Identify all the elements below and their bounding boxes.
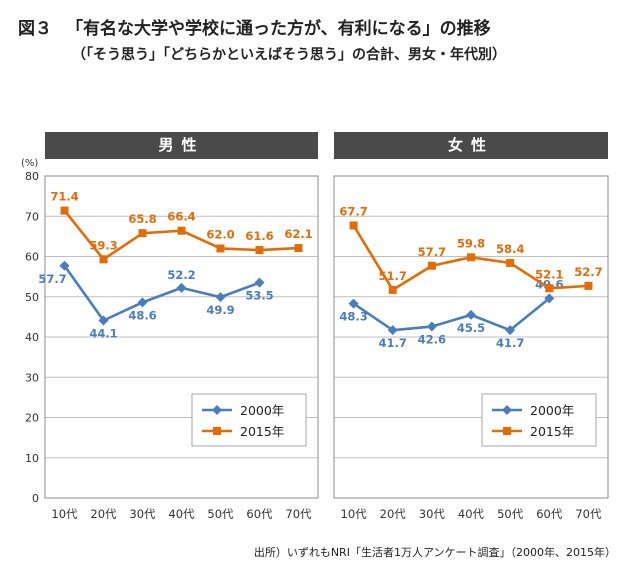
plot-area-border [333, 175, 609, 499]
data-point-square [216, 244, 225, 253]
data-point-square [584, 281, 593, 290]
x-tick-label: 10代 [341, 507, 368, 521]
data-point-square [177, 226, 186, 235]
data-label: 41.7 [496, 336, 524, 350]
figure-title-text: 「有名な大学や学校に通った方が、有利になる」の推移 [66, 19, 491, 39]
data-label: 62.0 [206, 227, 234, 241]
data-point-diamond [466, 309, 476, 320]
data-point-square [506, 258, 515, 267]
data-label: 67.7 [339, 205, 367, 219]
legend-label: 2015年 [240, 424, 284, 439]
data-label: 66.4 [167, 210, 195, 224]
x-tick-label: 40代 [458, 507, 485, 521]
legend-box [191, 393, 307, 447]
data-point-diamond [176, 282, 187, 293]
data-label: 57.7 [38, 272, 66, 286]
x-tick-label: 60代 [246, 507, 273, 521]
data-label: 49.9 [206, 303, 234, 317]
data-point-square [467, 253, 475, 262]
data-point-square [388, 285, 397, 294]
data-label: 53.5 [245, 289, 273, 303]
data-label: 61.6 [245, 229, 273, 243]
legend-label: 2015年 [530, 424, 574, 439]
y-tick-label: 40 [25, 331, 39, 344]
data-label: 41.7 [379, 336, 407, 350]
y-tick-label: 20 [25, 412, 39, 425]
legend-marker-diamond [502, 405, 512, 415]
data-point-diamond [137, 297, 148, 308]
data-label: 52.2 [167, 268, 195, 282]
data-label: 59.8 [457, 236, 485, 250]
data-point-diamond [98, 315, 109, 326]
y-axis-label: (%) [21, 158, 38, 169]
data-point-square [138, 229, 147, 238]
data-label: 45.5 [457, 321, 485, 335]
x-tick-label: 50代 [497, 507, 524, 521]
x-tick-label: 30代 [129, 507, 156, 521]
x-tick-label: 70代 [575, 507, 602, 521]
data-label: 42.6 [418, 333, 446, 347]
figure-subtitle: （「そう思う」「どちらかといえばそう思う」の合計、男女・年代別） [72, 47, 506, 63]
x-tick-label: 20代 [380, 507, 407, 521]
data-label: 71.4 [50, 190, 78, 204]
data-point-diamond [387, 325, 398, 336]
x-tick-label: 20代 [90, 507, 117, 521]
data-point-diamond [348, 298, 359, 309]
data-label: 59.3 [89, 238, 117, 252]
plot-area-border [44, 175, 319, 499]
y-tick-label: 0 [32, 492, 39, 505]
legend-marker-square [503, 427, 511, 435]
y-tick-label: 60 [25, 251, 39, 264]
data-label: 48.6 [128, 308, 156, 322]
data-point-square [60, 206, 69, 215]
data-point-square [294, 244, 303, 253]
panel-title-male: 男性 [45, 132, 318, 159]
x-tick-label: 60代 [536, 507, 563, 521]
data-point-square [545, 284, 554, 293]
data-point-diamond [254, 277, 265, 288]
y-tick-label: 50 [25, 291, 39, 304]
data-point-diamond [544, 293, 555, 304]
data-label: 52.7 [574, 265, 602, 279]
figure-number: 図３ [18, 19, 52, 39]
source-note: 出所）いずれもNRI「生活者1万人アンケート調査」（2000年、2015年） [253, 546, 616, 559]
y-tick-label: 10 [25, 452, 39, 465]
legend-label: 2000年 [530, 403, 574, 418]
data-point-diamond [426, 321, 437, 332]
panel-title-female: 女性 [334, 132, 608, 159]
data-point-diamond [215, 292, 226, 303]
data-point-diamond [59, 260, 70, 271]
figure-title: 図３ 「有名な大学や学校に通った方が、有利になる」の推移 [18, 14, 491, 39]
legend-label: 2000年 [240, 403, 284, 418]
data-label: 44.1 [89, 326, 117, 340]
series-line [352, 297, 551, 332]
data-point-square [349, 221, 358, 230]
data-point-square [427, 261, 436, 270]
y-tick-label: 30 [25, 371, 39, 384]
data-label: 48.3 [339, 310, 367, 324]
data-label: 65.8 [128, 212, 156, 226]
data-label: 52.1 [535, 267, 563, 281]
x-tick-label: 70代 [285, 507, 312, 521]
legend-marker-diamond [212, 405, 222, 415]
series-line [63, 265, 260, 322]
y-tick-label: 80 [25, 170, 39, 183]
data-point-diamond [505, 325, 516, 336]
x-tick-label: 30代 [419, 507, 446, 521]
data-label: 62.1 [284, 227, 312, 241]
data-point-square [255, 246, 264, 255]
data-point-square [99, 255, 108, 264]
y-tick-label: 70 [25, 210, 39, 223]
legend-box [481, 393, 597, 447]
x-tick-label: 10代 [51, 507, 78, 521]
legend-marker-square [213, 427, 221, 435]
x-tick-label: 40代 [168, 507, 195, 521]
data-label: 51.7 [379, 269, 407, 283]
x-tick-label: 50代 [207, 507, 234, 521]
data-label: 58.4 [496, 242, 524, 256]
data-label: 57.7 [418, 245, 446, 259]
